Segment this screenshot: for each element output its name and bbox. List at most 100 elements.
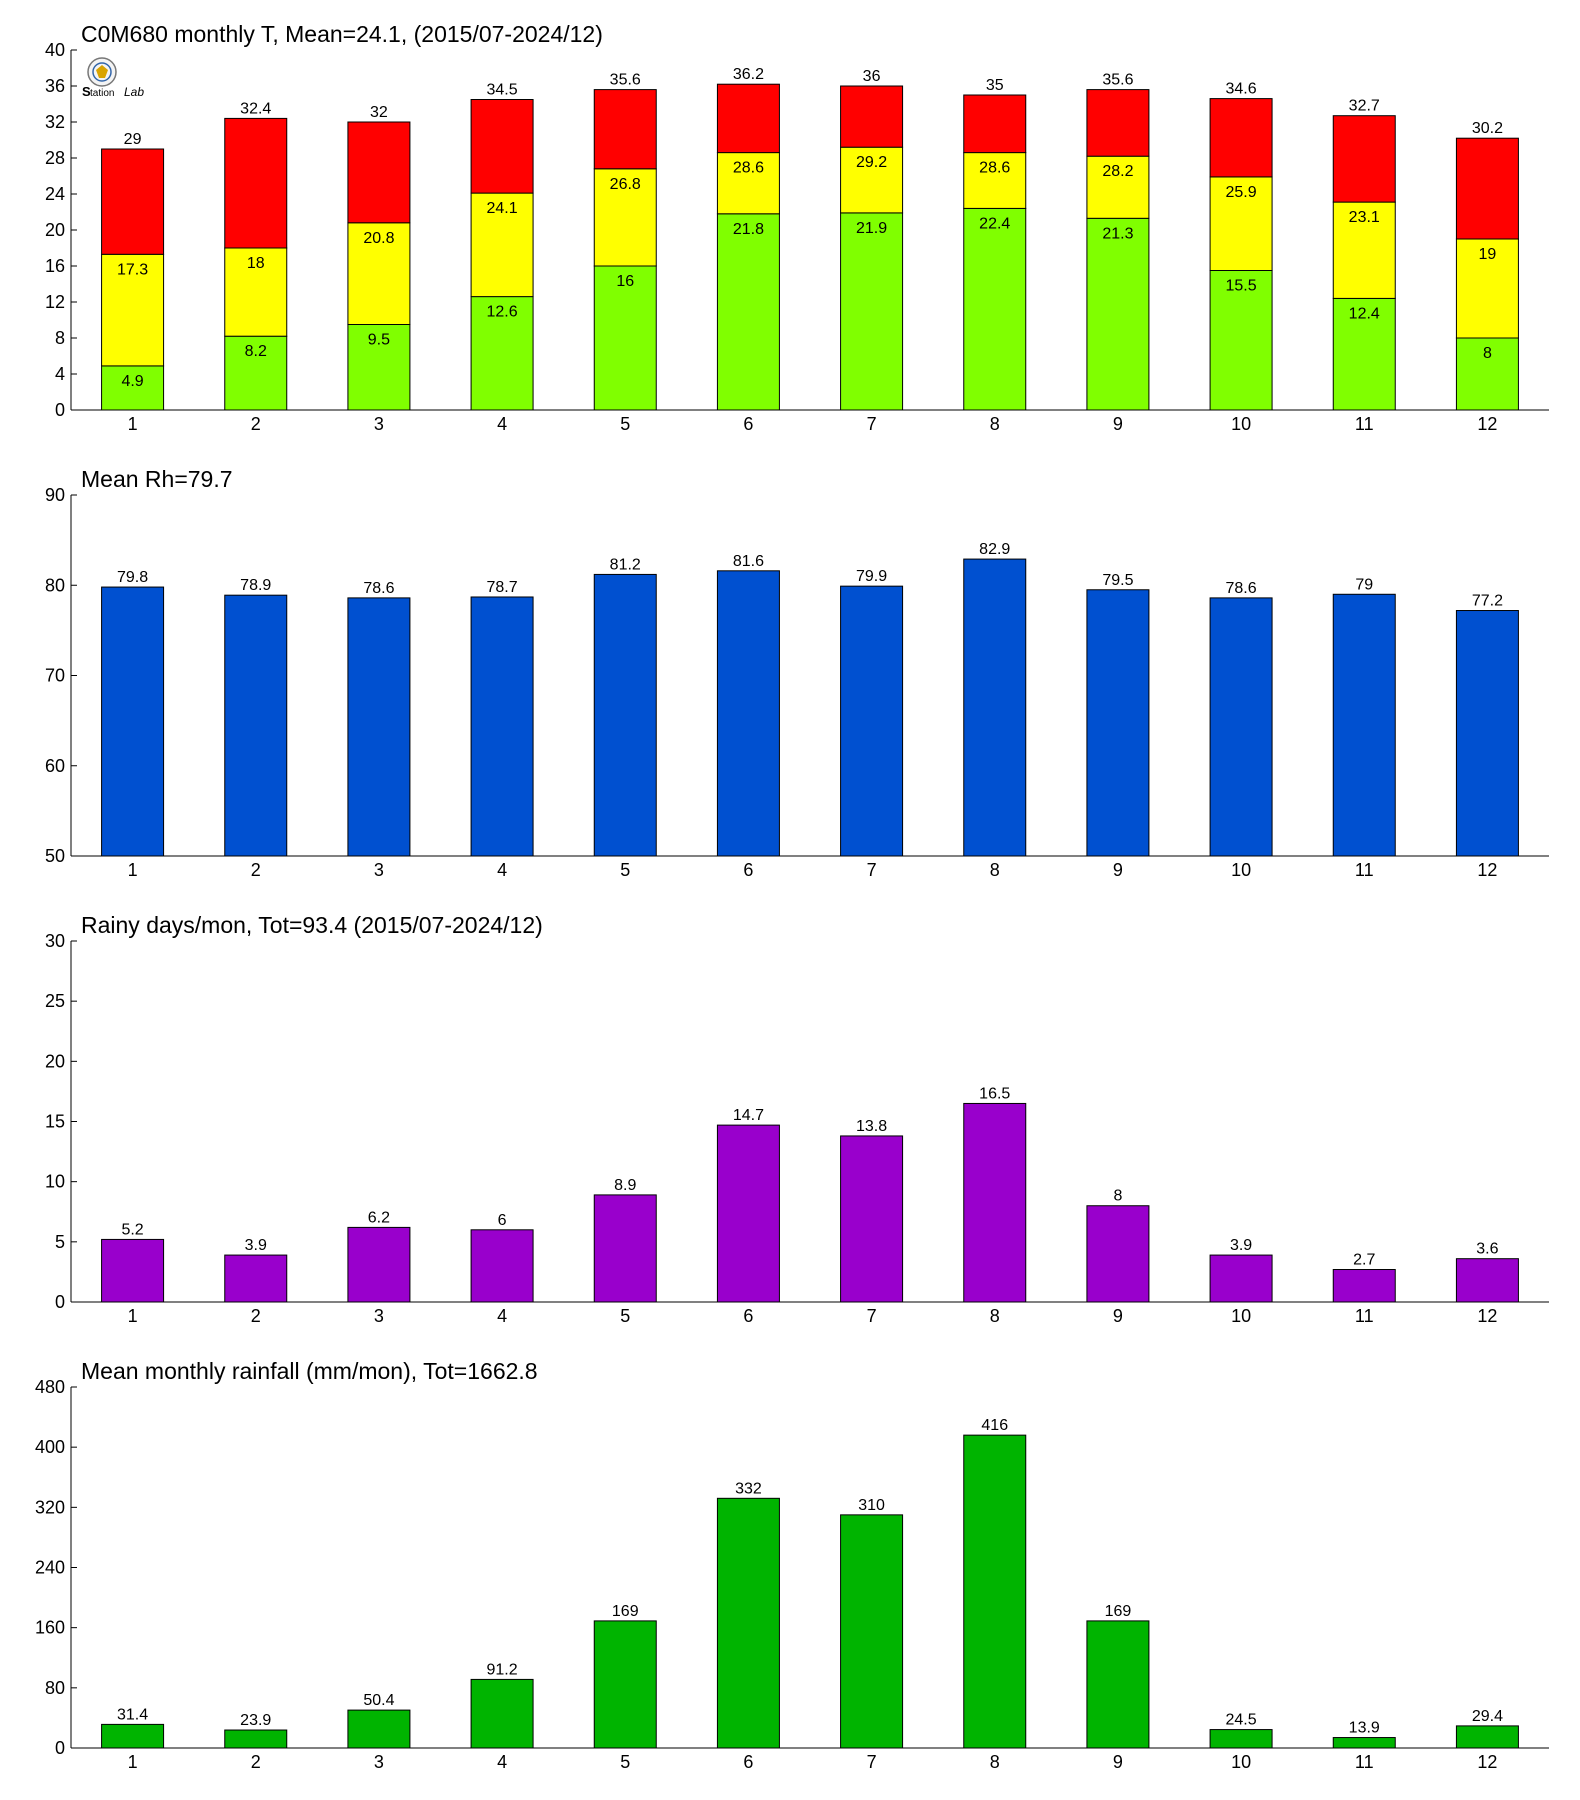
bar bbox=[1455, 1258, 1519, 1303]
data-label: 32 bbox=[370, 104, 388, 121]
x-tick-label: 7 bbox=[867, 860, 877, 880]
x-tick-label: 12 bbox=[1477, 860, 1497, 880]
bar bbox=[963, 558, 1027, 857]
y-tick-label: 15 bbox=[45, 1112, 65, 1132]
data-label: 24.5 bbox=[1226, 1712, 1257, 1729]
bar bbox=[470, 1678, 534, 1749]
data-label: 78.6 bbox=[363, 580, 394, 597]
data-label: 30.2 bbox=[1472, 120, 1503, 137]
data-label: 8 bbox=[1113, 1188, 1122, 1205]
bar bbox=[347, 1226, 411, 1303]
data-label: 21.8 bbox=[733, 221, 764, 238]
x-tick-label: 5 bbox=[620, 860, 630, 880]
data-label: 34.5 bbox=[487, 82, 518, 99]
bar-segment bbox=[963, 94, 1027, 154]
y-tick-label: 160 bbox=[35, 1618, 65, 1638]
y-tick-label: 90 bbox=[45, 485, 65, 505]
y-tick-label: 80 bbox=[45, 575, 65, 595]
data-label: 15.5 bbox=[1226, 278, 1257, 295]
data-label: 35.6 bbox=[1102, 72, 1133, 89]
y-tick-label: 20 bbox=[45, 220, 65, 240]
y-tick-label: 70 bbox=[45, 666, 65, 686]
bar-segment bbox=[593, 89, 657, 170]
data-label: 21.9 bbox=[856, 220, 887, 237]
logo-text: Lab bbox=[124, 85, 144, 99]
bar-segment bbox=[1332, 201, 1396, 299]
data-label: 28.6 bbox=[979, 160, 1010, 177]
bar bbox=[716, 1497, 780, 1749]
bar bbox=[470, 596, 534, 857]
data-label: 78.7 bbox=[487, 579, 518, 596]
bar bbox=[224, 1729, 288, 1749]
data-label: 32.4 bbox=[240, 100, 271, 117]
data-label: 3.6 bbox=[1476, 1241, 1498, 1258]
data-label: 8.2 bbox=[245, 343, 267, 360]
y-tick-label: 32 bbox=[45, 112, 65, 132]
data-label: 5.2 bbox=[121, 1221, 143, 1238]
y-tick-label: 0 bbox=[55, 1292, 65, 1312]
y-tick-label: 240 bbox=[35, 1558, 65, 1578]
bar-segment bbox=[840, 85, 904, 148]
bar-segment bbox=[1209, 176, 1273, 271]
data-label: 310 bbox=[858, 1497, 885, 1514]
data-label: 9.5 bbox=[368, 332, 390, 349]
bar bbox=[716, 1124, 780, 1303]
data-label: 169 bbox=[612, 1603, 639, 1620]
x-tick-label: 11 bbox=[1355, 1306, 1374, 1326]
data-label: 79.5 bbox=[1102, 572, 1133, 589]
x-tick-label: 11 bbox=[1355, 414, 1374, 434]
data-label: 34.6 bbox=[1226, 81, 1257, 98]
bar bbox=[1086, 1205, 1150, 1303]
bar-segment bbox=[1332, 115, 1396, 203]
y-tick-label: 36 bbox=[45, 76, 65, 96]
data-label: 8 bbox=[1483, 345, 1492, 362]
data-label: 28.2 bbox=[1102, 163, 1133, 180]
data-label: 12.4 bbox=[1349, 305, 1380, 322]
data-label: 12.6 bbox=[487, 304, 518, 321]
svg-text:S: S bbox=[82, 84, 91, 99]
x-tick-label: 6 bbox=[743, 1306, 753, 1326]
x-tick-label: 7 bbox=[867, 414, 877, 434]
bar bbox=[1332, 593, 1396, 857]
bar-segment bbox=[963, 152, 1027, 209]
data-label: 91.2 bbox=[487, 1661, 518, 1678]
x-tick-label: 3 bbox=[374, 1306, 384, 1326]
y-tick-label: 28 bbox=[45, 148, 65, 168]
x-tick-label: 9 bbox=[1113, 1752, 1123, 1772]
x-tick-label: 2 bbox=[251, 860, 261, 880]
bar bbox=[593, 1194, 657, 1303]
bar bbox=[347, 1709, 411, 1749]
bar bbox=[1332, 1737, 1396, 1749]
bar-segment bbox=[1209, 270, 1273, 411]
x-tick-label: 2 bbox=[251, 1306, 261, 1326]
data-label: 16.5 bbox=[979, 1085, 1010, 1102]
bar bbox=[1086, 589, 1150, 857]
data-label: 24.1 bbox=[487, 200, 518, 217]
y-tick-label: 400 bbox=[35, 1437, 65, 1457]
bar-segment bbox=[1209, 98, 1273, 178]
x-tick-label: 8 bbox=[990, 1306, 1000, 1326]
data-label: 3.9 bbox=[1230, 1237, 1252, 1254]
x-tick-label: 2 bbox=[251, 1752, 261, 1772]
data-label: 32.7 bbox=[1349, 98, 1380, 115]
x-tick-label: 4 bbox=[497, 1752, 507, 1772]
bar-segment bbox=[1086, 155, 1150, 219]
y-tick-label: 60 bbox=[45, 756, 65, 776]
y-tick-label: 8 bbox=[55, 328, 65, 348]
bar-segment bbox=[470, 192, 534, 298]
data-label: 29.4 bbox=[1472, 1708, 1503, 1725]
data-label: 35.6 bbox=[610, 72, 641, 89]
x-tick-label: 10 bbox=[1231, 414, 1251, 434]
bar bbox=[101, 1723, 165, 1749]
data-label: 4.9 bbox=[121, 373, 143, 390]
x-tick-label: 9 bbox=[1113, 1306, 1123, 1326]
bar bbox=[963, 1102, 1027, 1303]
x-tick-label: 3 bbox=[374, 1752, 384, 1772]
data-label: 31.4 bbox=[117, 1706, 148, 1723]
bar bbox=[1209, 597, 1273, 857]
x-tick-label: 6 bbox=[743, 1752, 753, 1772]
bar bbox=[1455, 1725, 1519, 1749]
bar bbox=[840, 1514, 904, 1749]
